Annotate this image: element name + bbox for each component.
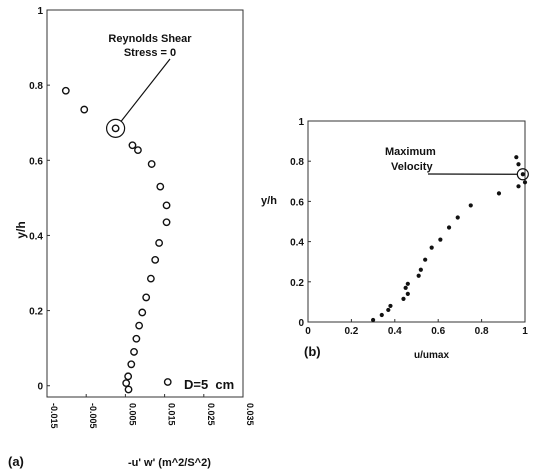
panel-b-xtick-label: 0 bbox=[305, 326, 311, 337]
panel-b-ytick-label: 0.4 bbox=[290, 238, 304, 249]
panel-a-xtick-label: 0.015 bbox=[167, 403, 177, 426]
panel-b-xtick-label: 0.6 bbox=[431, 326, 445, 337]
panel-a-data-point bbox=[80, 105, 89, 114]
panel-b-annotation-ring bbox=[516, 168, 529, 181]
panel-a-annotation-leader bbox=[120, 58, 171, 122]
panel-b-data-point bbox=[401, 296, 406, 301]
panel-b-xlabel: u/umax bbox=[414, 350, 449, 361]
panel-a-ytick-label: 1 bbox=[37, 6, 43, 17]
panel-a-data-point bbox=[127, 360, 136, 369]
panel-a-ytick-label: 0 bbox=[37, 382, 43, 393]
panel-b-data-point bbox=[379, 312, 384, 318]
panel-b-data-point bbox=[496, 191, 502, 196]
panel-b-ytick-label: 1 bbox=[298, 117, 304, 128]
panel-a-xtick-label: -0.015 bbox=[49, 403, 59, 429]
panel-a-data-point bbox=[122, 379, 131, 387]
panel-b-frame bbox=[307, 120, 526, 323]
panel-a-data-point bbox=[111, 124, 120, 133]
panel-a-data-point bbox=[134, 146, 142, 155]
panel-b-data-point bbox=[403, 285, 408, 290]
panel-b-data-point bbox=[455, 215, 460, 220]
panel-b-data-point bbox=[423, 257, 428, 262]
panel-a-data-point bbox=[61, 86, 70, 95]
panel-b-data-point bbox=[405, 291, 410, 296]
panel-a-data-point bbox=[147, 160, 156, 168]
panel-b-data-point bbox=[418, 267, 423, 272]
panel-a-annotation-ring bbox=[105, 118, 126, 138]
panel-a-xtick-label: 0.025 bbox=[206, 403, 216, 426]
panel-a-ytick-label: 0.4 bbox=[29, 231, 43, 242]
panel-a-xtick-label: -0.005 bbox=[88, 403, 98, 429]
panel-a-data-point bbox=[124, 385, 133, 394]
panel-a-data-point bbox=[128, 141, 137, 150]
panel-a-ytick-label: 0.8 bbox=[29, 81, 43, 92]
panel-b-data-point bbox=[371, 317, 376, 323]
panel-b-data-point bbox=[522, 180, 528, 185]
panel-a-ytick-label: 0.2 bbox=[29, 307, 43, 318]
panel-a-xtick-label: 0.035 bbox=[245, 403, 255, 426]
panel-b-data-point bbox=[520, 172, 525, 177]
panel-a-data-point bbox=[155, 239, 164, 247]
panel-a-legend: D=5 cm bbox=[184, 377, 234, 392]
panel-a-label: (a) bbox=[8, 454, 24, 469]
panel-a-data-point bbox=[162, 218, 171, 227]
panel-a-xtick-label: 0.005 bbox=[127, 403, 137, 426]
panel-b-label: (b) bbox=[304, 344, 321, 359]
panel-a-data-point bbox=[130, 348, 138, 356]
panel-b-data-point bbox=[514, 155, 519, 160]
panel-b-data-point bbox=[429, 245, 434, 250]
panel-b-ytick-label: 0 bbox=[298, 318, 304, 329]
panel-b-annotation-line2: Velocity bbox=[391, 161, 433, 173]
panel-b: y/h (b) u/umax Maximum Velocity 0 0.2 0.4 0… bbox=[261, 117, 529, 361]
panel-b-data-point bbox=[386, 307, 391, 313]
panel-a-data-point bbox=[163, 378, 172, 386]
panel-b-data-point bbox=[405, 281, 410, 286]
panel-a-ylabel: y/h bbox=[14, 221, 28, 238]
panel-b-data-point bbox=[446, 225, 452, 230]
panel-a-data-point bbox=[162, 201, 171, 210]
panel-a-data-point bbox=[151, 255, 160, 264]
panel-a-data-point bbox=[146, 274, 155, 283]
panel-a-data-point bbox=[142, 293, 151, 302]
panel-b-xtick-label: 0.8 bbox=[475, 326, 489, 337]
panel-b-data-point bbox=[468, 203, 473, 208]
panel-b-xtick-label: 1 bbox=[522, 326, 528, 337]
panel-b-data-point bbox=[516, 184, 521, 189]
panel-b-data-point bbox=[438, 237, 443, 242]
panel-a-annotation-line2: Stress = 0 bbox=[124, 47, 176, 59]
panel-b-ytick-label: 0.6 bbox=[290, 197, 304, 208]
panel-b-xtick-label: 0.2 bbox=[344, 326, 358, 337]
panel-b-ytick-label: 0.2 bbox=[290, 278, 304, 289]
panel-a-data-point bbox=[156, 182, 165, 191]
panel-a-frame bbox=[46, 9, 244, 398]
panel-a-data-point bbox=[124, 372, 133, 381]
panel-b-ytick-label: 0.8 bbox=[290, 157, 304, 168]
panel-b-annotation-line1: Maximum bbox=[385, 146, 436, 158]
panel-a-data-point bbox=[135, 321, 144, 330]
panel-a-data-point bbox=[132, 334, 141, 343]
panel-a-ytick-label: 0.6 bbox=[29, 156, 43, 167]
panel-a-data-point bbox=[138, 308, 147, 317]
panel-b-xtick-label: 0.4 bbox=[388, 326, 402, 337]
panel-b-ylabel: y/h bbox=[261, 195, 277, 207]
panel-b-data-point bbox=[388, 303, 393, 309]
panel-a-xlabel: -u' w' (m^2/S^2) bbox=[128, 457, 211, 469]
panel-a-annotation-line1: Reynolds Shear bbox=[108, 33, 192, 45]
panel-a: y/h (a) -u' w' (m^2/S^2) D=5 cm Reynolds… bbox=[8, 6, 255, 469]
panel-b-data-point bbox=[416, 273, 421, 278]
panel-b-data-point bbox=[516, 162, 521, 167]
